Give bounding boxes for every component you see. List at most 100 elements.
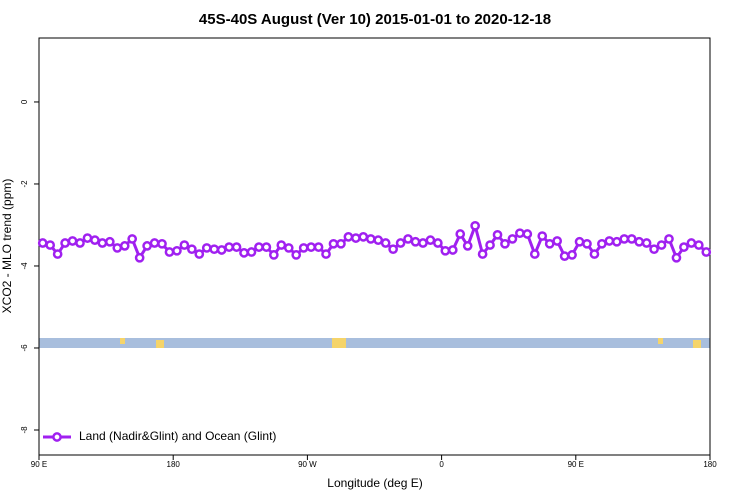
point bbox=[649, 244, 659, 255]
point bbox=[604, 236, 615, 246]
chart-title: 45S-40S August (Ver 10) 2015-01-01 to 20… bbox=[199, 11, 551, 28]
y-tick-label: -2 bbox=[20, 180, 29, 188]
point bbox=[574, 236, 585, 247]
point bbox=[254, 242, 264, 252]
point bbox=[112, 243, 123, 253]
land-patch bbox=[693, 340, 701, 348]
point bbox=[52, 249, 63, 259]
point bbox=[216, 245, 227, 255]
point bbox=[336, 238, 346, 249]
x-axis-label: Longitude (deg E) bbox=[327, 476, 422, 490]
point bbox=[507, 234, 518, 244]
point bbox=[477, 249, 488, 259]
point bbox=[529, 249, 540, 259]
point bbox=[597, 238, 607, 249]
point bbox=[485, 240, 495, 250]
plot-frame bbox=[38, 37, 711, 456]
point bbox=[433, 238, 443, 248]
x-tick-label: 180 bbox=[167, 460, 181, 469]
point bbox=[373, 235, 384, 245]
ocean-strip bbox=[39, 338, 710, 348]
point bbox=[388, 244, 398, 255]
legend-label: Land (Nadir&Glint) and Ocean (Glint) bbox=[79, 429, 276, 443]
point bbox=[231, 242, 242, 252]
point bbox=[134, 252, 145, 263]
point bbox=[157, 238, 167, 249]
point bbox=[172, 245, 182, 256]
point bbox=[142, 241, 152, 251]
point bbox=[291, 250, 302, 260]
point bbox=[276, 240, 287, 250]
point bbox=[634, 236, 645, 247]
point bbox=[328, 238, 339, 249]
point bbox=[582, 238, 592, 249]
point bbox=[515, 228, 525, 239]
land-patch bbox=[658, 338, 663, 344]
point bbox=[626, 234, 637, 244]
point bbox=[179, 240, 190, 250]
point bbox=[269, 250, 279, 260]
point bbox=[358, 232, 369, 242]
point bbox=[567, 250, 577, 260]
point bbox=[447, 245, 458, 255]
x-tick-label: 180 bbox=[703, 460, 717, 469]
point bbox=[127, 234, 138, 244]
point bbox=[656, 240, 667, 250]
point bbox=[619, 234, 630, 244]
point bbox=[641, 238, 652, 248]
y-axis-label: XCO2 - MLO trend (ppm) bbox=[0, 179, 14, 314]
point bbox=[149, 238, 160, 248]
surface-strip bbox=[39, 338, 710, 348]
point bbox=[313, 242, 324, 252]
point bbox=[403, 234, 413, 244]
point bbox=[343, 232, 354, 242]
point bbox=[500, 238, 510, 249]
point bbox=[298, 243, 309, 253]
point bbox=[693, 240, 704, 250]
point bbox=[522, 229, 533, 239]
point bbox=[537, 231, 548, 241]
point bbox=[186, 244, 197, 255]
legend-marker bbox=[52, 432, 62, 442]
point bbox=[470, 220, 480, 231]
x-tick-label: 90 W bbox=[298, 460, 317, 469]
point bbox=[104, 236, 115, 247]
point bbox=[440, 245, 451, 256]
point bbox=[90, 235, 100, 245]
point bbox=[283, 243, 294, 253]
x-tick-label: 90 E bbox=[31, 460, 47, 469]
point bbox=[60, 238, 70, 248]
land-patch bbox=[332, 338, 346, 348]
point bbox=[544, 238, 555, 249]
point bbox=[611, 236, 622, 247]
point bbox=[45, 240, 56, 250]
point bbox=[664, 234, 674, 244]
point bbox=[395, 238, 406, 248]
point bbox=[239, 248, 249, 258]
point bbox=[462, 241, 473, 251]
point bbox=[701, 247, 712, 257]
point bbox=[209, 244, 220, 255]
point bbox=[425, 235, 436, 245]
y-tick-label: -6 bbox=[20, 344, 29, 352]
point bbox=[671, 252, 682, 263]
y-tick-label: -8 bbox=[20, 426, 29, 434]
y-tick-label: -4 bbox=[20, 262, 29, 270]
x-tick-label: 0 bbox=[439, 460, 444, 469]
point bbox=[164, 247, 175, 257]
point bbox=[67, 236, 78, 246]
point bbox=[418, 238, 428, 248]
point bbox=[97, 238, 108, 248]
y-tick-label: 0 bbox=[20, 99, 29, 104]
point bbox=[559, 251, 570, 261]
point bbox=[75, 238, 85, 248]
point bbox=[589, 249, 600, 259]
point bbox=[351, 233, 361, 243]
x-tick-label: 90 E bbox=[568, 460, 584, 469]
point bbox=[679, 242, 689, 252]
point bbox=[82, 233, 93, 243]
land-patch bbox=[156, 340, 164, 348]
land-patch bbox=[120, 338, 125, 344]
